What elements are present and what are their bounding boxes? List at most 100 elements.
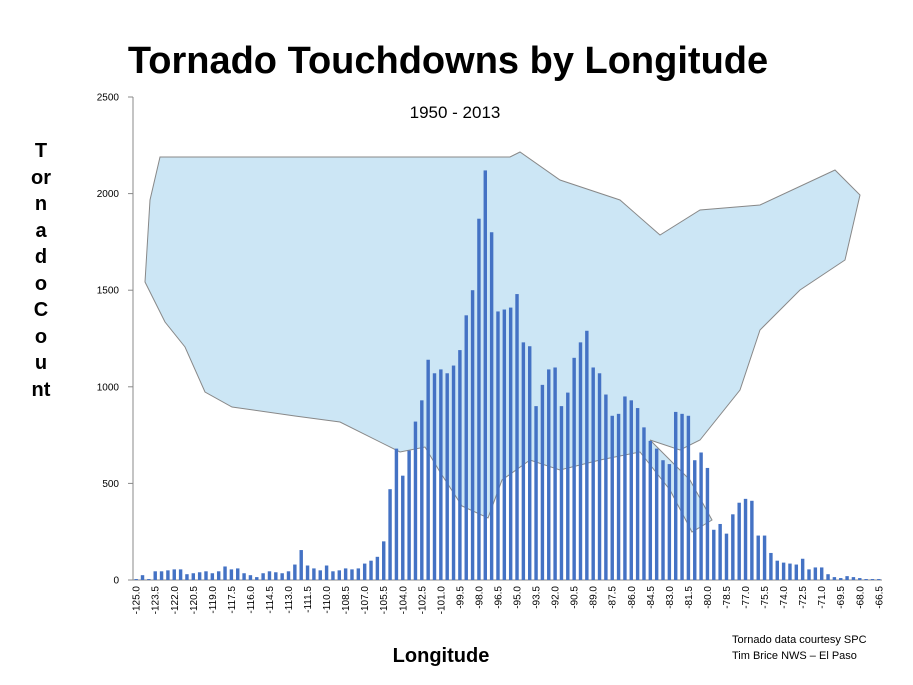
bar bbox=[432, 373, 437, 580]
bar bbox=[248, 575, 253, 580]
bar bbox=[712, 529, 716, 580]
y-tick-label: 2500 bbox=[97, 93, 120, 104]
bar bbox=[642, 427, 646, 580]
bar bbox=[204, 571, 208, 580]
x-tick-label: -75.5 bbox=[760, 586, 771, 609]
bar bbox=[534, 406, 538, 580]
chart-title: Tornado Touchdowns by Longitude bbox=[128, 40, 768, 82]
bar bbox=[743, 498, 748, 580]
bar bbox=[413, 421, 418, 580]
bar bbox=[731, 514, 735, 580]
bar bbox=[845, 576, 849, 580]
bar bbox=[388, 489, 392, 580]
x-tick-label: -105.5 bbox=[379, 586, 390, 615]
x-tick-label: -125.0 bbox=[132, 586, 143, 615]
bar bbox=[496, 311, 500, 580]
bar bbox=[623, 396, 627, 580]
bar bbox=[337, 570, 342, 580]
bar bbox=[267, 571, 272, 580]
bar bbox=[864, 579, 868, 580]
bar bbox=[528, 346, 532, 580]
bar bbox=[800, 558, 805, 580]
bar bbox=[426, 359, 430, 580]
bar bbox=[597, 373, 602, 580]
x-tick-label: -86.0 bbox=[627, 586, 638, 609]
x-tick-label: -84.5 bbox=[646, 586, 657, 609]
bar bbox=[788, 563, 792, 580]
bar bbox=[686, 415, 691, 580]
bar bbox=[153, 571, 157, 580]
bar bbox=[540, 384, 545, 580]
bar bbox=[191, 573, 196, 580]
x-tick-label: -89.0 bbox=[589, 586, 600, 609]
x-tick-label: -101.0 bbox=[436, 586, 447, 615]
bar bbox=[312, 568, 316, 580]
x-tick-label: -117.5 bbox=[227, 586, 238, 614]
bar bbox=[140, 575, 145, 580]
y-tick-label: 1500 bbox=[97, 286, 120, 297]
bar bbox=[286, 571, 291, 580]
bar bbox=[750, 500, 754, 580]
bar bbox=[648, 440, 653, 580]
bar bbox=[775, 560, 779, 580]
x-tick-label: -95.0 bbox=[513, 586, 524, 609]
bar bbox=[756, 535, 760, 580]
bar bbox=[858, 578, 862, 580]
bar bbox=[781, 562, 786, 580]
bar bbox=[477, 218, 481, 580]
bar bbox=[819, 567, 824, 580]
bar bbox=[673, 411, 678, 580]
bar bbox=[566, 392, 570, 580]
bar bbox=[483, 170, 487, 580]
x-tick-label: -83.0 bbox=[665, 586, 676, 609]
bar bbox=[147, 579, 151, 580]
y-tick-label: 2000 bbox=[97, 189, 120, 200]
bar bbox=[210, 573, 215, 580]
bar bbox=[255, 577, 259, 580]
annotation: Tim Brice NWS – El Paso bbox=[732, 650, 857, 662]
x-tick-label: -113.0 bbox=[284, 586, 295, 614]
x-tick-label: -87.5 bbox=[608, 586, 619, 609]
bar bbox=[559, 406, 564, 580]
bar bbox=[832, 577, 837, 580]
bar bbox=[585, 330, 589, 580]
bar bbox=[407, 450, 411, 580]
bar bbox=[877, 579, 881, 580]
bar bbox=[185, 574, 189, 580]
bar bbox=[445, 373, 449, 580]
bar bbox=[451, 365, 456, 580]
x-tick-label: -104.0 bbox=[398, 586, 409, 615]
bar bbox=[324, 565, 329, 580]
bar bbox=[331, 571, 335, 580]
bar bbox=[508, 307, 513, 580]
x-tick-label: -96.5 bbox=[493, 586, 504, 609]
bar bbox=[813, 567, 818, 580]
x-tick-label: -98.0 bbox=[474, 586, 485, 609]
bar bbox=[305, 565, 310, 580]
bar bbox=[699, 452, 703, 580]
bar bbox=[604, 394, 608, 580]
bar bbox=[616, 413, 621, 580]
y-tick-label: 0 bbox=[113, 576, 119, 587]
bar bbox=[236, 568, 240, 580]
bar bbox=[242, 573, 246, 580]
bar bbox=[293, 564, 297, 580]
bar bbox=[547, 369, 551, 580]
bar bbox=[470, 290, 475, 580]
bar bbox=[515, 294, 519, 580]
x-tick-label: -111.5 bbox=[303, 586, 314, 613]
x-tick-label: -92.0 bbox=[551, 586, 562, 609]
bar bbox=[274, 572, 278, 580]
bar bbox=[464, 315, 468, 580]
bar bbox=[578, 342, 583, 580]
x-tick-label: -72.5 bbox=[798, 586, 809, 609]
bar bbox=[591, 367, 595, 580]
bar bbox=[693, 460, 697, 580]
bar bbox=[839, 578, 843, 580]
x-tick-label: -81.5 bbox=[684, 586, 695, 609]
bar bbox=[629, 400, 633, 580]
y-tick-label: 1000 bbox=[97, 382, 120, 393]
bar bbox=[420, 400, 424, 580]
bar bbox=[769, 552, 773, 580]
